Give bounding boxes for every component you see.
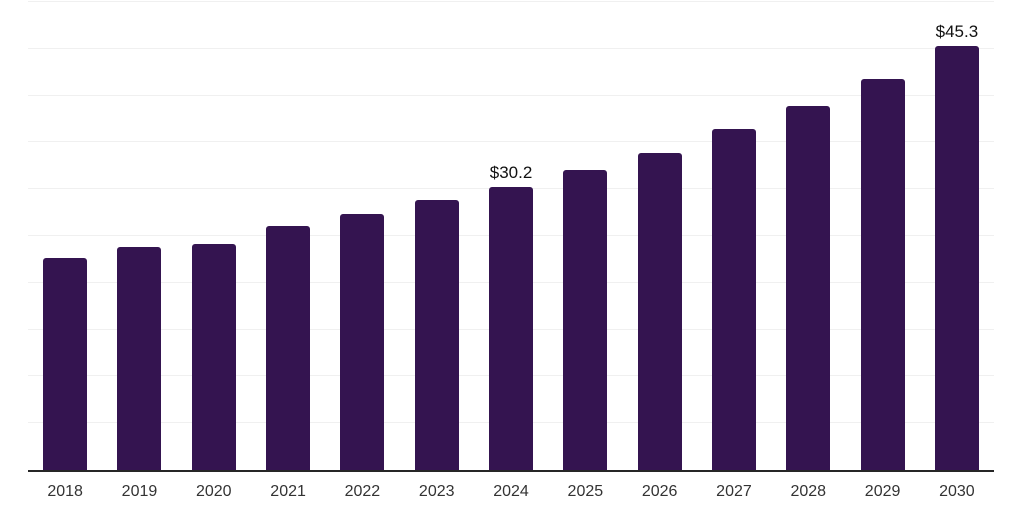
x-tick-label-2028: 2028 bbox=[790, 483, 827, 500]
bar-2028 bbox=[786, 105, 831, 470]
bar-column-2019 bbox=[102, 2, 176, 470]
data-label-2024: $30.2 bbox=[489, 163, 533, 183]
x-tick-label-2024: 2024 bbox=[493, 483, 529, 500]
bar-2027 bbox=[711, 129, 756, 470]
x-axis-labels: 2018 2019 2020 2021 2022 2023 2024 2025 2026 2027… bbox=[28, 483, 994, 501]
bar-column-2020 bbox=[177, 2, 251, 470]
bar-series: $30.2 $45.3 bbox=[28, 2, 994, 470]
bar-column-2025 bbox=[548, 2, 622, 470]
bar-2024 bbox=[489, 187, 534, 470]
bar-2023 bbox=[414, 200, 459, 470]
bar-2030 bbox=[934, 46, 979, 470]
x-tick-label-2021: 2021 bbox=[270, 483, 306, 500]
bar-column-2030: $45.3 bbox=[920, 2, 994, 470]
bar-column-2028 bbox=[771, 2, 845, 470]
x-tick-label-2022: 2022 bbox=[344, 483, 381, 500]
bar-column-2027 bbox=[697, 2, 771, 470]
bar-column-2022 bbox=[325, 2, 399, 470]
x-tick-label-2018: 2018 bbox=[47, 483, 83, 500]
x-tick-label-2026: 2026 bbox=[641, 483, 678, 500]
x-tick-label-2025: 2025 bbox=[567, 483, 604, 500]
bar-2026 bbox=[637, 152, 682, 470]
x-tick-label-2027: 2027 bbox=[716, 483, 752, 500]
bar-2022 bbox=[340, 213, 385, 470]
plot-area: $30.2 $45.3 bbox=[28, 1, 994, 472]
bar-2025 bbox=[563, 169, 608, 470]
x-tick-label-2030: 2030 bbox=[939, 483, 975, 500]
bar-column-2023 bbox=[400, 2, 474, 470]
bar-2018 bbox=[43, 258, 88, 470]
x-tick-label-2029: 2029 bbox=[864, 483, 901, 500]
bar-column-2029 bbox=[845, 2, 919, 470]
x-tick-label-2023: 2023 bbox=[418, 483, 455, 500]
bar-column-2018 bbox=[28, 2, 102, 470]
bar-2020 bbox=[191, 244, 236, 470]
x-tick-label-2019: 2019 bbox=[121, 483, 158, 500]
bar-column-2021 bbox=[251, 2, 325, 470]
data-label-2030: $45.3 bbox=[935, 22, 979, 41]
x-tick-label-2020: 2020 bbox=[195, 483, 232, 500]
bar-column-2024: $30.2 bbox=[474, 2, 548, 470]
bar-2029 bbox=[860, 78, 905, 470]
bar-2019 bbox=[117, 247, 162, 470]
x-axis-line bbox=[28, 470, 994, 472]
bar-column-2026 bbox=[623, 2, 697, 470]
bar-2021 bbox=[266, 225, 311, 470]
